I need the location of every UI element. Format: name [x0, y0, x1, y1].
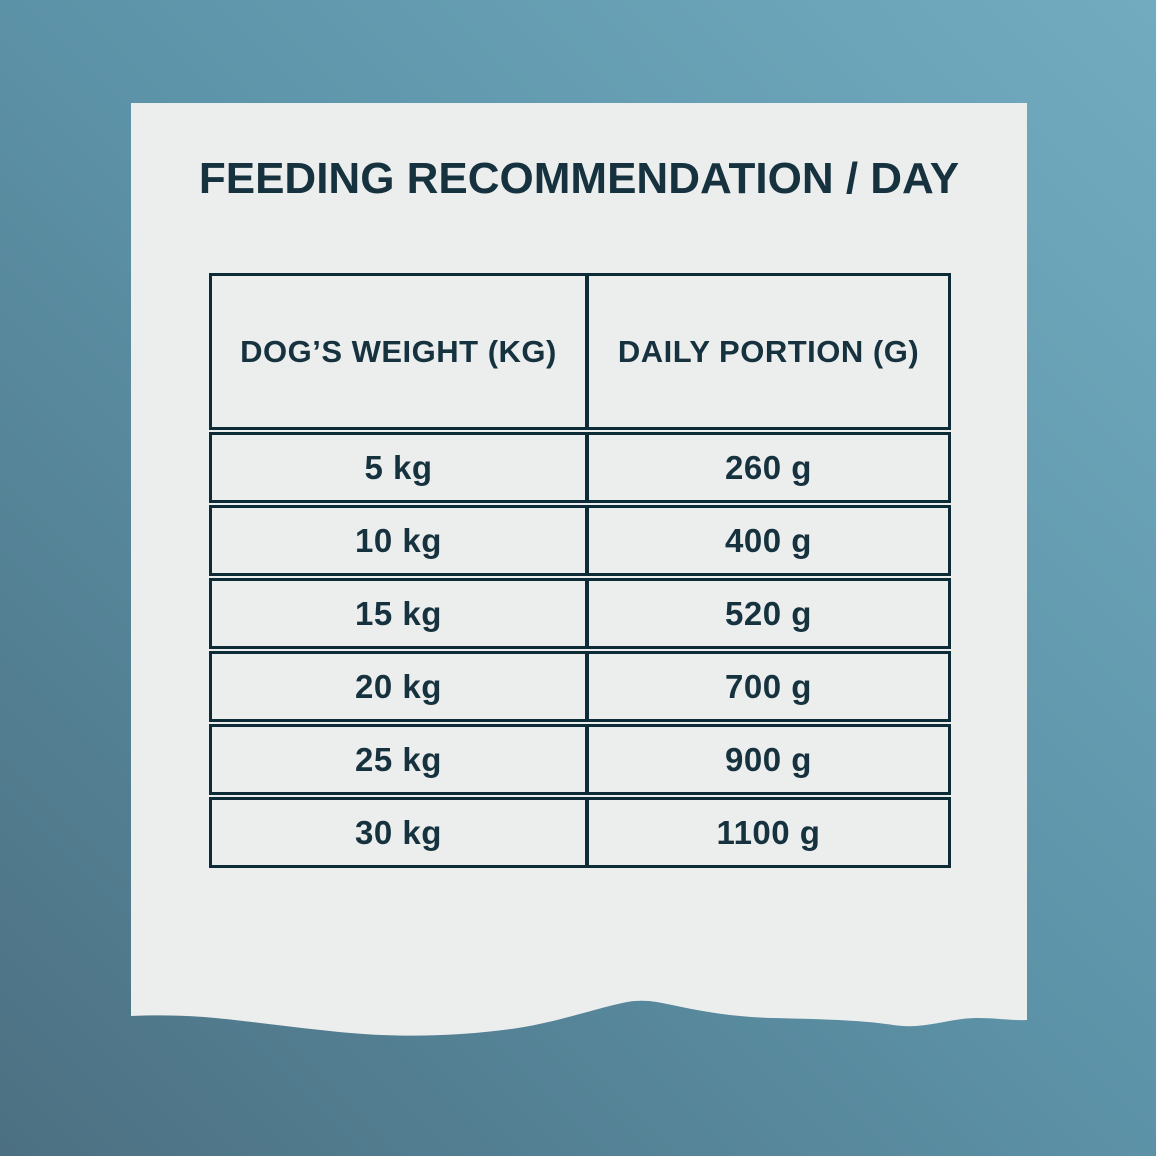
weight-cell: 10 kg [209, 505, 587, 576]
portion-cell: 260 g [587, 432, 951, 503]
label-card-shape [131, 103, 1027, 1036]
weight-cell: 20 kg [209, 651, 587, 722]
portion-cell: 1100 g [587, 797, 951, 868]
label-content: FEEDING RECOMMENDATION / DAY DOG’S WEIGH… [131, 103, 1027, 1033]
portion-cell: 400 g [587, 505, 951, 576]
portion-cell: 520 g [587, 578, 951, 649]
portion-cell: 900 g [587, 724, 951, 795]
weight-cell: 15 kg [209, 578, 587, 649]
column-header-portion: DAILY PORTION (G) [587, 273, 951, 430]
weight-cell: 5 kg [209, 432, 587, 503]
portion-cell: 700 g [587, 651, 951, 722]
column-header-weight: DOG’S WEIGHT (KG) [209, 273, 587, 430]
feeding-table: DOG’S WEIGHT (KG) DAILY PORTION (G) 5 kg… [209, 273, 951, 868]
weight-cell: 25 kg [209, 724, 587, 795]
weight-cell: 30 kg [209, 797, 587, 868]
page-title: FEEDING RECOMMENDATION / DAY [198, 154, 960, 203]
